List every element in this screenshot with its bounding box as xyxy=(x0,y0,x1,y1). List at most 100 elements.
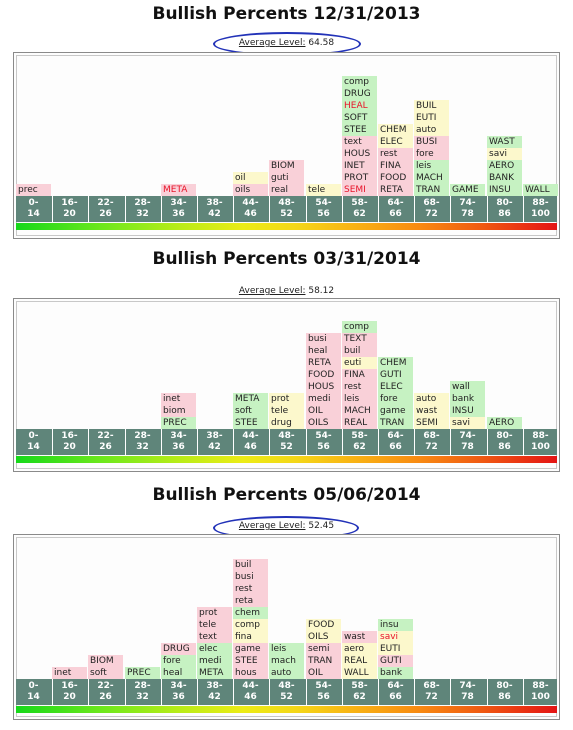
axis-tick-label: 48- 52 xyxy=(278,431,295,452)
axis-separator xyxy=(269,196,270,222)
sector-cell: WAST xyxy=(487,136,523,148)
axis-bar xyxy=(16,196,557,222)
sector-cell: SEMI xyxy=(342,184,378,196)
axis-tick-label: 68- 72 xyxy=(423,681,440,702)
sector-cell: INSU xyxy=(450,405,486,417)
sector-cell: leis xyxy=(269,643,305,655)
axis-separator xyxy=(161,679,162,705)
axis-separator xyxy=(125,679,126,705)
sector-cell: STEE xyxy=(342,124,378,136)
sector-cell: INSU xyxy=(487,184,523,196)
axis-separator xyxy=(306,196,307,222)
sector-cell: biom xyxy=(161,405,197,417)
average-level: Average Level: 64.58 xyxy=(0,38,573,48)
sector-cell: busi xyxy=(306,333,342,345)
axis-separator xyxy=(269,679,270,705)
sector-cell: FINA xyxy=(378,160,414,172)
axis-tick-label: 16- 20 xyxy=(61,198,78,219)
sector-cell: GUTI xyxy=(378,655,414,667)
chart-title: Bullish Percents 05/06/2014 xyxy=(152,485,421,505)
average-value: 58.12 xyxy=(308,286,335,296)
axis-tick-label: 64- 66 xyxy=(387,431,404,452)
sector-cell: DRUG xyxy=(342,88,378,100)
sector-cell: REAL xyxy=(342,655,378,667)
axis-separator xyxy=(378,679,379,705)
axis-tick-label: 58- 62 xyxy=(351,431,368,452)
axis-tick-label: 0- 14 xyxy=(27,198,40,219)
average-level: Average Level: 52.45 xyxy=(0,521,573,531)
sector-cell: DRUG xyxy=(161,643,197,655)
average-label: Average Level: xyxy=(238,521,306,531)
sector-cell: AERO xyxy=(487,160,523,172)
axis-tick-label: 34- 36 xyxy=(170,431,187,452)
axis-tick-label: 44- 46 xyxy=(242,198,259,219)
sector-cell: TRAN xyxy=(414,184,450,196)
axis-separator xyxy=(88,429,89,455)
axis-tick-label: 28- 32 xyxy=(134,198,151,219)
axis-tick-label: 22- 26 xyxy=(97,681,114,702)
axis-separator xyxy=(233,196,234,222)
sector-cell: heal xyxy=(161,667,197,679)
axis-tick-label: 54- 56 xyxy=(315,431,332,452)
axis-tick-label: 74- 78 xyxy=(459,431,476,452)
sector-cell: text xyxy=(197,631,233,643)
axis-separator xyxy=(125,429,126,455)
sector-cell: leis xyxy=(414,160,450,172)
sector-cell: BUIL xyxy=(414,100,450,112)
axis-separator xyxy=(52,196,53,222)
sector-cell: EUTI xyxy=(414,112,450,124)
axis-separator xyxy=(414,429,415,455)
sector-cell: savi xyxy=(487,148,523,160)
sector-cell: wast xyxy=(342,631,378,643)
sector-cell: HEAL xyxy=(342,100,378,112)
sector-cell: wast xyxy=(414,405,450,417)
sector-cell: oil xyxy=(233,172,269,184)
axis-tick-label: 0- 14 xyxy=(27,681,40,702)
axis-tick-label: 64- 66 xyxy=(387,681,404,702)
sector-cell: HOUS xyxy=(342,148,378,160)
sector-cell: rest xyxy=(378,148,414,160)
sector-cell: FOOD xyxy=(378,172,414,184)
sector-cell: tele xyxy=(306,184,342,196)
sector-cell: chem xyxy=(233,607,269,619)
sector-cell: game xyxy=(233,643,269,655)
axis-tick-label: 34- 36 xyxy=(170,681,187,702)
sector-cell: RETA xyxy=(378,184,414,196)
sector-cell: guti xyxy=(269,172,305,184)
axis-tick-label: 58- 62 xyxy=(351,681,368,702)
average-value: 52.45 xyxy=(308,521,335,531)
axis-tick-label: 48- 52 xyxy=(278,198,295,219)
average-value: 64.58 xyxy=(308,38,335,48)
sector-cell: comp xyxy=(342,321,378,333)
axis-separator xyxy=(342,679,343,705)
sector-cell: TRAN xyxy=(378,417,414,429)
sector-cell: oils xyxy=(233,184,269,196)
axis-separator xyxy=(487,429,488,455)
color-gradient-strip xyxy=(16,223,557,230)
sector-cell: PREC xyxy=(161,417,197,429)
sector-cell: buil xyxy=(233,559,269,571)
axis-tick-label: 58- 62 xyxy=(351,198,368,219)
sector-cell: CHEM xyxy=(378,124,414,136)
axis-separator xyxy=(233,679,234,705)
sector-cell: auto xyxy=(414,124,450,136)
sector-cell: savi xyxy=(450,417,486,429)
sector-cell: busi xyxy=(233,571,269,583)
chart-frame xyxy=(16,301,557,469)
axis-separator xyxy=(197,429,198,455)
sector-cell: inet xyxy=(161,393,197,405)
axis-tick-label: 28- 32 xyxy=(134,681,151,702)
sector-cell: bank xyxy=(450,393,486,405)
axis-tick-label: 38- 42 xyxy=(206,681,223,702)
sector-cell: real xyxy=(269,184,305,196)
sector-cell: medi xyxy=(306,393,342,405)
sector-cell: game xyxy=(378,405,414,417)
chart-title: Bullish Percents 12/31/2013 xyxy=(152,4,421,24)
axis-tick-label: 68- 72 xyxy=(423,431,440,452)
sector-cell: auto xyxy=(269,667,305,679)
axis-tick-label: 88- 100 xyxy=(531,198,550,219)
axis-tick-label: 22- 26 xyxy=(97,431,114,452)
axis-tick-label: 54- 56 xyxy=(315,681,332,702)
sector-cell: euti xyxy=(342,357,378,369)
axis-separator xyxy=(306,679,307,705)
